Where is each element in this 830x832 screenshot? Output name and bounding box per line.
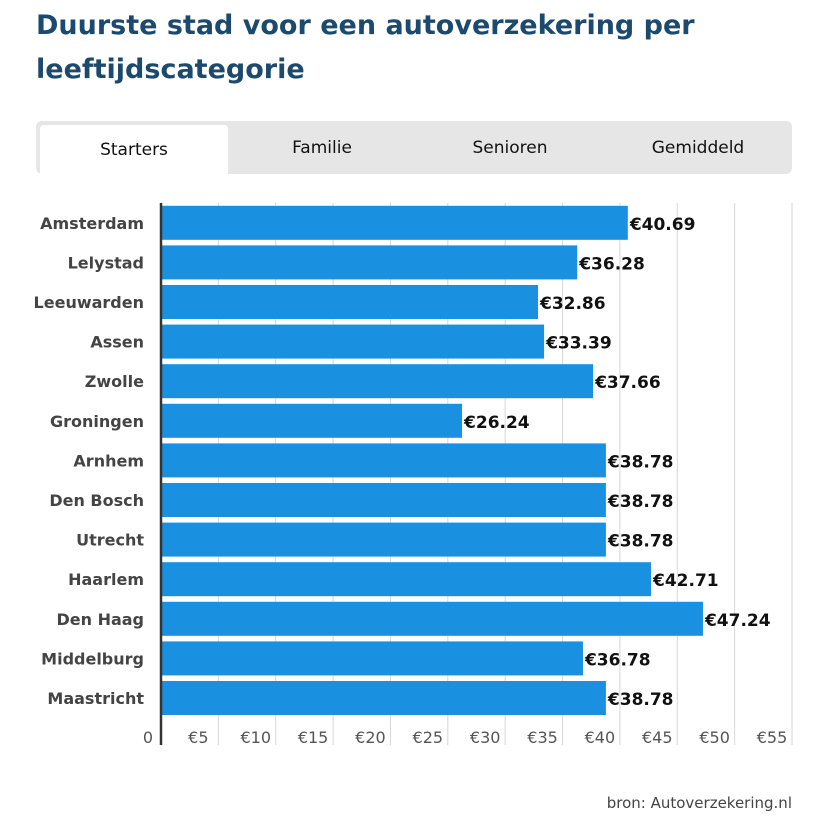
value-label: €47.24	[704, 611, 771, 631]
bar	[162, 364, 594, 399]
bar-chart: 0 €5 €10 €15 €20 €25 €30 €35 €40 €45 €50 €55 Amsterd…	[34, 203, 793, 747]
bar	[162, 443, 606, 478]
category-label: Leeuwarden	[34, 293, 144, 312]
value-label: €37.66	[594, 373, 661, 393]
chart-title: Duurste stad voor een autoverzekering pe…	[36, 10, 695, 85]
value-label: €26.24	[463, 413, 530, 433]
category-label: Maastricht	[47, 689, 144, 708]
x-tick-label: €5	[188, 728, 208, 747]
x-tick-label: €25	[413, 728, 444, 747]
value-label: €38.78	[607, 532, 674, 552]
x-tick-label: 0	[143, 728, 153, 747]
source-credit: bron: Autoverzekering.nl	[606, 794, 792, 812]
bar	[162, 483, 606, 517]
value-label: €38.78	[607, 492, 674, 512]
category-label: Lelystad	[68, 253, 144, 272]
category-label: Amsterdam	[40, 214, 144, 233]
category-label: Groningen	[50, 412, 144, 431]
category-tabs: Starters Familie Senioren Gemiddeld	[36, 121, 792, 174]
x-tick-label: €30	[470, 728, 501, 747]
category-label: Arnhem	[73, 451, 144, 470]
value-label: €32.86	[539, 294, 606, 314]
tab-starters[interactable]: Starters	[40, 125, 228, 174]
tab-familie[interactable]: Familie	[292, 137, 352, 158]
value-label: €38.78	[607, 452, 674, 472]
bar	[162, 285, 538, 319]
x-tick-label: €55	[757, 728, 788, 747]
value-label: €33.39	[545, 334, 612, 354]
bar	[162, 641, 583, 676]
x-tick-label: €40	[585, 728, 616, 747]
category-label: Den Bosch	[49, 491, 144, 510]
x-tick-label: €35	[527, 728, 558, 747]
x-tick-label: €15	[298, 728, 329, 747]
value-label: €40.69	[629, 215, 696, 235]
category-label: Haarlem	[68, 570, 144, 589]
category-label: Assen	[90, 333, 144, 352]
value-label: €38.78	[607, 690, 674, 710]
bar	[162, 403, 463, 438]
tab-senioren[interactable]: Senioren	[472, 137, 548, 158]
bar	[162, 562, 652, 597]
value-label: €36.28	[578, 254, 645, 274]
x-tick-label: €45	[642, 728, 673, 747]
value-label: €42.71	[652, 571, 719, 591]
category-label: Middelburg	[41, 649, 144, 668]
bar	[162, 205, 628, 240]
value-label: €36.78	[584, 650, 651, 670]
bar	[162, 522, 606, 557]
tab-gemiddeld[interactable]: Gemiddeld	[651, 137, 745, 158]
category-label: Zwolle	[85, 372, 144, 391]
bar	[162, 681, 606, 715]
category-label: Utrecht	[76, 531, 144, 550]
x-tick-label: €20	[355, 728, 386, 747]
bar	[162, 324, 545, 359]
x-tick-label: €10	[240, 728, 271, 747]
category-label: Den Haag	[56, 610, 144, 629]
bar	[162, 245, 578, 280]
bar	[162, 601, 703, 636]
x-tick-label: €50	[699, 728, 730, 747]
